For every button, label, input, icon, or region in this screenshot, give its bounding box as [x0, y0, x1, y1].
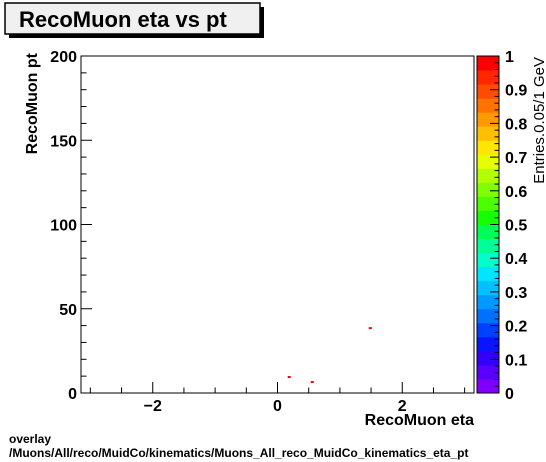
x-tick-label: −2 — [144, 398, 162, 415]
palette-cell — [477, 308, 499, 324]
palette-cell — [477, 182, 499, 197]
color-palette-axis: 0 0.1 0.2 0.3 0.4 0.5 0.6 0.7 0.8 0.9 1 — [476, 49, 527, 403]
y-tick-label: 150 — [50, 133, 77, 150]
y-tick-label: 0 — [68, 386, 77, 403]
data-point — [368, 327, 372, 330]
y-tick-label: 200 — [50, 49, 77, 66]
z-axis-title: Entries.0.05/1 GeV — [531, 57, 546, 184]
palette-cell — [477, 112, 499, 127]
footer-line-2: /Muons/All/reco/MuidCo/kinematics/Muons_… — [9, 446, 468, 460]
palette-cell — [477, 56, 499, 71]
z-tick-label: 0.9 — [505, 83, 527, 100]
palette-cell — [477, 350, 499, 366]
z-tick-label: 1 — [505, 49, 514, 66]
y-tick-label: 50 — [59, 302, 77, 319]
palette-cell — [477, 336, 499, 352]
palette-cell — [477, 84, 499, 99]
y-tick-label: 100 — [50, 218, 77, 235]
title-box: RecoMuon eta vs pt — [4, 2, 264, 38]
x-tick-label: 2 — [398, 398, 407, 415]
palette-cell — [477, 140, 499, 155]
data-points — [287, 327, 372, 384]
z-tick-label: 0.4 — [505, 251, 527, 268]
plot-frame — [80, 55, 475, 394]
z-tick-label: 0 — [505, 386, 514, 403]
z-tick-label: 0.7 — [505, 150, 527, 167]
y-axis-title: RecoMuon pt — [24, 52, 41, 154]
palette-cell — [477, 364, 499, 380]
data-point — [287, 375, 291, 378]
palette-cell — [477, 266, 499, 282]
palette-cell — [477, 378, 499, 394]
palette-cell — [477, 280, 499, 296]
z-tick-label: 0.3 — [505, 285, 527, 302]
palette-cell — [477, 98, 499, 113]
palette-cell — [477, 294, 499, 310]
palette-cell — [477, 224, 499, 240]
z-tick-label: 0.8 — [505, 116, 527, 133]
x-axis-title: RecoMuon eta — [365, 412, 474, 429]
footer-line-1: overlay — [9, 432, 51, 446]
data-point — [310, 381, 314, 384]
palette-cell — [477, 210, 499, 225]
palette-cell — [477, 168, 499, 183]
palette-cell — [477, 196, 499, 211]
palette-cell — [477, 126, 499, 141]
z-tick-label: 0.6 — [505, 184, 527, 201]
z-tick-label: 0.1 — [505, 352, 527, 369]
palette-cell — [477, 322, 499, 338]
x-axis-ticks: −2 0 2 — [89, 382, 466, 415]
z-tick-label: 0.2 — [505, 319, 527, 336]
palette-cell — [477, 70, 499, 85]
palette-cell — [477, 252, 499, 268]
chart-title: RecoMuon eta vs pt — [19, 7, 227, 32]
z-tick-label: 0.5 — [505, 218, 527, 235]
y-axis-ticks: 0 50 100 150 200 — [50, 49, 92, 403]
x-tick-label: 0 — [273, 398, 282, 415]
palette-cell — [477, 238, 499, 254]
palette-cell — [477, 154, 499, 169]
